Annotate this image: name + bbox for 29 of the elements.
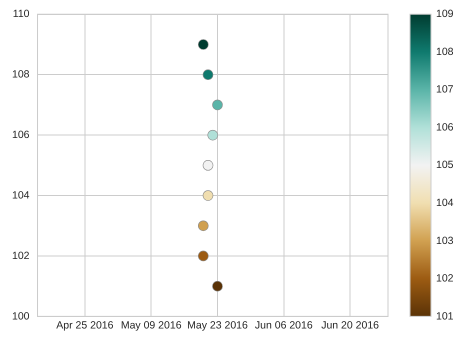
point <box>198 220 209 232</box>
color-bar-label: 104 <box>436 197 454 210</box>
y-tick-label: 110 <box>12 8 30 20</box>
x-tick-label: May 09 2016 <box>120 320 182 332</box>
point <box>212 100 223 110</box>
color-bar-label: 103 <box>436 234 454 247</box>
color-bar-label: 102 <box>436 272 454 285</box>
x-tick-label: May 23 2016 <box>187 320 248 332</box>
x-tick-label: Jun 20 2016 <box>321 320 380 332</box>
color-bar-label: 109 <box>436 8 454 20</box>
point <box>202 190 214 201</box>
y-tick-label: 108 <box>12 68 30 81</box>
point <box>212 280 223 292</box>
y-tick-label: 102 <box>12 250 30 262</box>
y-tick-label: 100 <box>12 310 30 322</box>
x-tick-label: Apr 25 2016 <box>56 320 114 332</box>
point <box>202 69 214 80</box>
color-bar-label: 108 <box>436 46 454 58</box>
point <box>198 39 209 50</box>
point <box>198 250 209 262</box>
y-tick-label: 104 <box>12 189 30 202</box>
color-bar-label: 106 <box>436 121 454 134</box>
color-bar-label: 107 <box>436 84 454 96</box>
color-bar-label: 105 <box>436 159 454 172</box>
point <box>202 160 214 171</box>
y-tick-label: 106 <box>12 129 30 142</box>
x-tick-label: Jun 06 2016 <box>254 320 313 332</box>
point <box>207 130 218 140</box>
color-bar-label: 101 <box>436 310 454 322</box>
